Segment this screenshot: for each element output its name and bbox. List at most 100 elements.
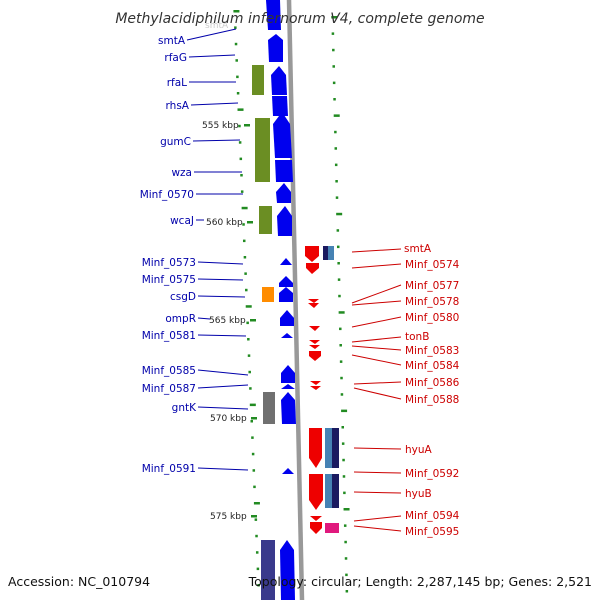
tick-grid xyxy=(233,10,350,593)
tick-mark xyxy=(343,491,346,495)
tick-mark xyxy=(243,256,247,259)
tick-mark xyxy=(235,59,238,62)
cog-box xyxy=(325,474,332,508)
gene-label: smtA xyxy=(404,243,432,255)
leader-line xyxy=(197,317,211,320)
gene-arrow xyxy=(281,365,295,383)
reverse-gene-arrows xyxy=(305,246,323,534)
tick-mark xyxy=(341,426,344,429)
tick-mark xyxy=(334,163,338,167)
reverse-gene-labels: smtA Minf_0574 Minf_0577 Minf_0578 Minf_… xyxy=(351,243,460,538)
leader-line xyxy=(351,345,402,351)
tick-mark xyxy=(334,147,338,150)
tick-mark xyxy=(331,16,338,19)
tick-mark xyxy=(334,130,337,134)
kbp-marker-tick xyxy=(250,319,256,322)
tick-mark xyxy=(345,573,348,577)
tick-mark xyxy=(250,420,253,423)
leader-line xyxy=(351,300,402,306)
tick-mark xyxy=(336,245,340,249)
tick-mark xyxy=(238,124,241,128)
tick-mark xyxy=(332,81,336,85)
topology-text: Topology: circular; Length: 2,287,145 bp… xyxy=(248,574,592,589)
tick-mark xyxy=(339,344,342,347)
leader-line xyxy=(190,102,239,106)
kbp-marker-tick xyxy=(251,417,257,420)
leader-line xyxy=(197,334,247,337)
gene-label: smtA xyxy=(158,35,186,47)
cog-boxes-forward xyxy=(252,65,275,600)
tick-mark xyxy=(343,508,350,511)
tick-mark xyxy=(248,370,251,374)
kbp-marker-tick xyxy=(244,124,250,127)
leader-line xyxy=(353,515,402,522)
gene-label: Minf_0594 xyxy=(405,510,460,522)
gene-label: Minf_0585 xyxy=(142,365,196,377)
gene-arrow xyxy=(281,384,295,389)
tick-mark xyxy=(249,403,256,407)
kbp-marker-label: 575 kbp xyxy=(210,512,247,522)
gene-label: Minf_0586 xyxy=(405,377,460,389)
tick-mark xyxy=(238,141,242,144)
gene-label: Minf_0588 xyxy=(405,394,459,406)
gene-arrow xyxy=(271,66,287,95)
cog-box xyxy=(325,523,339,533)
gene-arrow xyxy=(310,381,321,385)
tick-mark xyxy=(336,229,340,232)
cog-box xyxy=(263,392,275,424)
gene-arrow xyxy=(309,351,321,361)
gene-label: hyuA xyxy=(405,444,433,456)
tick-mark xyxy=(335,196,339,199)
gene-arrow xyxy=(277,206,292,236)
cog-box xyxy=(323,246,328,260)
gene-arrow xyxy=(266,0,281,30)
gene-arrow xyxy=(279,276,293,287)
cog-box xyxy=(328,246,334,260)
leader-line xyxy=(351,354,402,366)
gene-arrow xyxy=(272,96,288,116)
gene-label: Minf_0577 xyxy=(405,280,459,292)
tick-mark xyxy=(342,475,346,478)
tick-mark xyxy=(240,174,243,177)
leader-line xyxy=(351,284,402,304)
gene-label: Minf_0574 xyxy=(405,259,460,271)
tick-mark xyxy=(241,206,248,210)
leader-line xyxy=(351,316,402,328)
gene-arrow xyxy=(308,299,319,303)
forward-gene-arrows xyxy=(266,0,296,600)
tick-mark xyxy=(255,534,258,538)
tick-mark xyxy=(332,48,335,52)
tick-mark xyxy=(251,452,255,456)
gene-arrow xyxy=(309,428,322,468)
tick-mark xyxy=(344,540,347,544)
gene-arrow xyxy=(268,34,283,62)
gene-arrow xyxy=(309,345,320,349)
tick-mark xyxy=(236,75,239,79)
gene-label: Minf_0570 xyxy=(140,189,194,201)
forward-gene-labels: smtA rfaG rfaL rhsA gumC wza Minf_0570 w… xyxy=(140,28,249,475)
gene-label: Minf_0595 xyxy=(405,526,459,538)
gene-arrow xyxy=(280,310,294,326)
tick-mark xyxy=(245,288,248,292)
reverse-leader-lines xyxy=(351,248,402,532)
gene-arrow xyxy=(273,112,292,158)
gene-arrow xyxy=(309,340,320,344)
tick-mark xyxy=(239,157,243,161)
leader-line xyxy=(197,369,249,376)
leader-line xyxy=(197,295,246,298)
cog-box xyxy=(255,118,270,182)
faint-backdrop-text: smtA xyxy=(205,21,229,31)
forward-leader-lines xyxy=(186,28,249,471)
tick-mark xyxy=(255,551,259,554)
gene-arrow xyxy=(282,468,294,474)
tick-mark xyxy=(337,278,341,281)
kbp-marker-label: 555 kbp xyxy=(202,121,239,131)
page-title: Methylacidiphilum infernorum V4, complet… xyxy=(115,11,484,27)
leader-line xyxy=(186,28,237,41)
cog-box xyxy=(332,428,339,468)
gene-label: Minf_0581 xyxy=(142,330,196,342)
gene-label: Minf_0592 xyxy=(405,468,459,480)
tick-mark xyxy=(254,518,258,521)
gene-arrow xyxy=(309,474,323,510)
